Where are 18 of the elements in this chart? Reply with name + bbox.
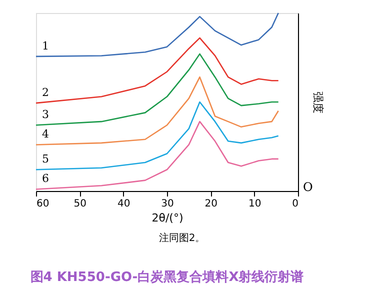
y-axis-title: 强度 [312,92,324,114]
x-tick-label: 10 [248,198,262,210]
x-tick-label: 20 [204,198,218,210]
series-label: 5 [42,152,49,166]
x-axis-title: 2θ/(°) [152,212,184,224]
series-label: 2 [42,86,49,100]
series-label: 4 [42,128,49,141]
series-label: 1 [42,39,49,52]
x-tick-label: 0 [292,198,298,210]
x-tick-label: 40 [117,198,130,210]
text: 注同图2。 [158,232,206,244]
x-tick-label: 60 [36,198,50,210]
x-tick-label: 50 [74,198,87,210]
x-tick-label: 30 [161,198,174,210]
series-label: 6 [42,172,49,186]
text: O [303,180,313,194]
series-label: 3 [42,108,49,122]
text: 图4 KH550-GO-白炭黑复合填料X射线衍射谱 [30,269,304,285]
